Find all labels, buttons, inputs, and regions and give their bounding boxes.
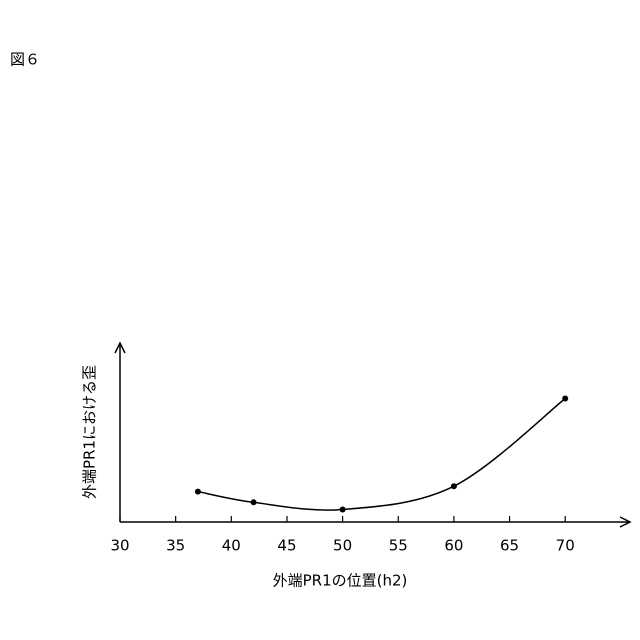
x-tick-label: 60 <box>444 537 463 555</box>
y-axis-label: 外端PR1における歪 <box>81 365 99 499</box>
x-tick-label: 30 <box>110 537 129 555</box>
x-tick-label: 55 <box>389 537 408 555</box>
x-axis-label: 外端PR1の位置(h2) <box>273 572 408 590</box>
point <box>195 489 201 495</box>
chart: 図６ 外端PR1の位置(h2) 外端PR1における歪 30 35 40 45 50 55 6… <box>0 0 640 640</box>
x-tick-label: 45 <box>277 537 296 555</box>
x-tick-label: 35 <box>166 537 185 555</box>
point <box>340 506 346 512</box>
x-tick-label: 40 <box>222 537 241 555</box>
x-tick-label: 65 <box>500 537 519 555</box>
point <box>562 395 568 401</box>
x-tick-label: 50 <box>333 537 352 555</box>
point <box>451 483 457 489</box>
x-tick-label: 70 <box>556 537 575 555</box>
page: 図６ 外端PR1の位置(h2) 外端PR1における歪 30 35 40 45 50 55 6… <box>0 0 640 640</box>
figure-label: 図６ <box>10 51 40 69</box>
point <box>251 499 257 505</box>
line <box>198 398 565 510</box>
